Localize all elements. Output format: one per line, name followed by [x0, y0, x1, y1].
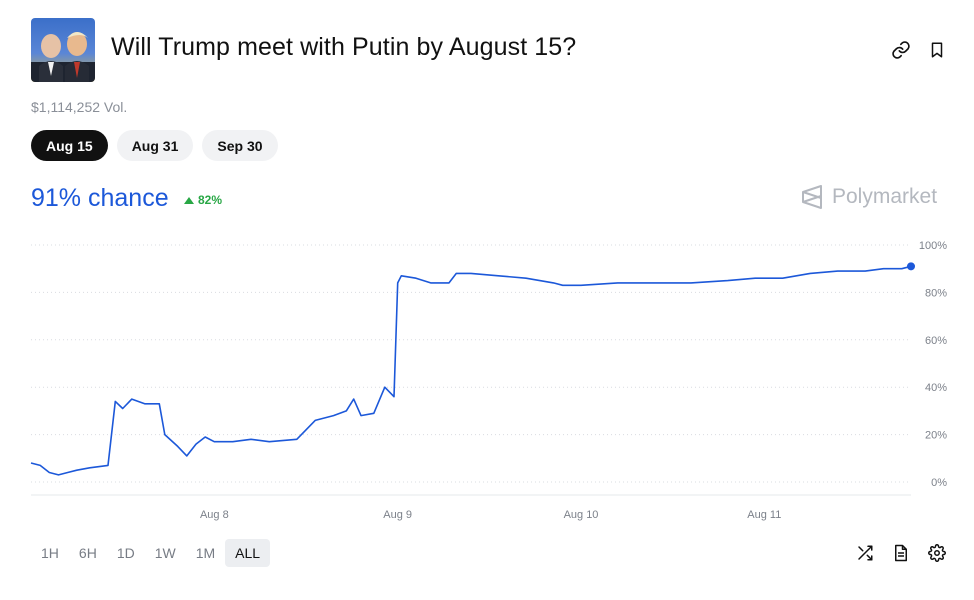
- last-point-marker: [907, 262, 915, 271]
- range-6h[interactable]: 6H: [78, 545, 97, 561]
- y-tick-label: 80%: [925, 287, 947, 299]
- bookmark-icon[interactable]: [925, 38, 949, 62]
- range-1h[interactable]: 1H: [41, 545, 59, 561]
- y-tick-label: 100%: [919, 240, 947, 252]
- tab-aug-15[interactable]: Aug 15: [31, 130, 108, 161]
- x-tick-label: Aug 9: [383, 509, 412, 521]
- range-1w[interactable]: 1W: [154, 545, 176, 561]
- y-tick-label: 40%: [925, 382, 947, 394]
- range-1d[interactable]: 1D: [116, 545, 135, 561]
- change-badge: 82%: [184, 193, 222, 207]
- range-all[interactable]: ALL: [225, 539, 271, 567]
- thumbnail-image: [31, 18, 95, 82]
- date-tabs: Aug 15 Aug 31 Sep 30: [31, 130, 278, 161]
- polymarket-mark-icon: [802, 185, 822, 209]
- range-1m[interactable]: 1M: [195, 545, 216, 561]
- polymarket-logo: Polymarket: [800, 184, 937, 210]
- gear-icon[interactable]: [927, 543, 947, 563]
- price-chart[interactable]: 100% 80% 60% 40% 20% 0% Aug 8 Aug 9 Aug 10 Aug 11: [0, 225, 974, 525]
- chance-value: 91% chance: [31, 184, 169, 212]
- series-line: [30, 265, 912, 476]
- range-tabs: 1H 6H 1D 1W 1M ALL: [31, 539, 271, 567]
- x-tick-label: Aug 11: [747, 509, 781, 521]
- market-thumbnail: [31, 18, 95, 82]
- market-volume: $1,114,252 Vol.: [31, 99, 128, 115]
- y-tick-label: 0%: [931, 477, 947, 489]
- market-title: Will Trump meet with Putin by August 15?: [111, 33, 577, 61]
- link-icon[interactable]: [889, 38, 913, 62]
- tab-sep-30[interactable]: Sep 30: [202, 130, 278, 161]
- y-tick-label: 20%: [925, 430, 947, 442]
- document-icon[interactable]: [891, 543, 911, 563]
- change-value: 82%: [198, 193, 223, 207]
- x-tick-label: Aug 8: [200, 509, 229, 521]
- tab-aug-31[interactable]: Aug 31: [116, 130, 194, 161]
- x-tick-label: Aug 10: [564, 509, 599, 521]
- brand-name: Polymarket: [832, 185, 938, 208]
- y-tick-label: 60%: [925, 335, 947, 347]
- shuffle-icon[interactable]: [855, 543, 875, 563]
- up-triangle-icon: [184, 196, 194, 204]
